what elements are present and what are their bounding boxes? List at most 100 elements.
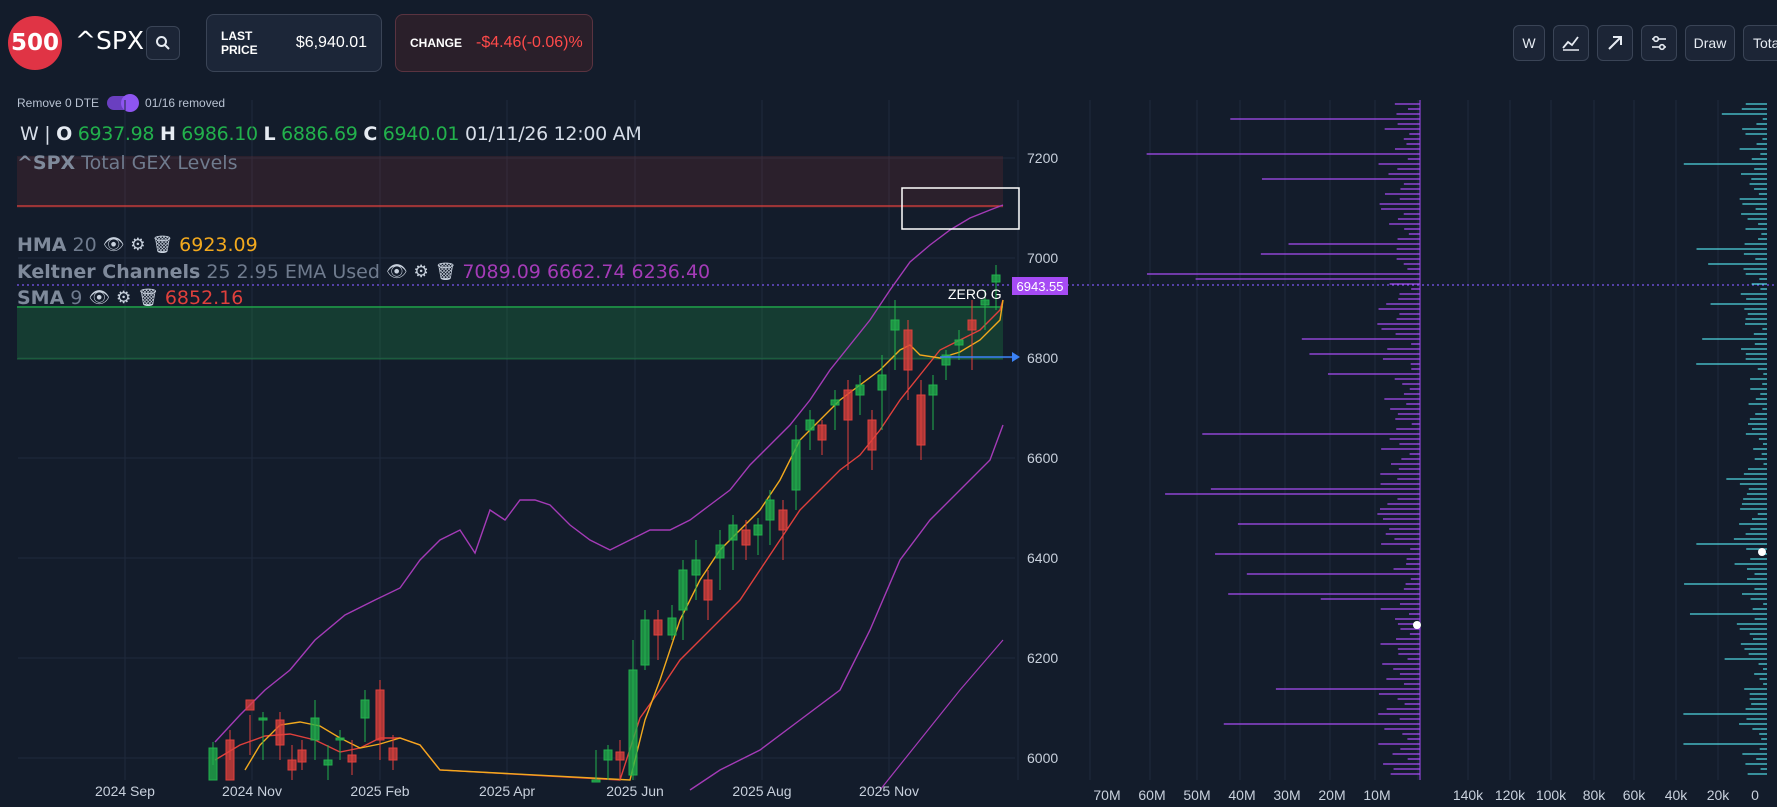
last-price-label: LAST PRICE [221, 29, 258, 57]
change-box: CHANGE -$4.46(-0.06)% [395, 14, 593, 72]
candle-body [388, 747, 398, 761]
search-button[interactable] [146, 26, 180, 60]
settings-button[interactable] [1641, 25, 1677, 61]
candle-body [741, 529, 751, 546]
overlay-title: ^SPX Total GEX Levels [17, 152, 237, 174]
zero-gamma-label: ZERO G [948, 286, 1002, 302]
candle-body [805, 419, 815, 431]
candle-body [980, 299, 990, 306]
trash-icon[interactable]: 🗑 [137, 288, 159, 308]
high-key: H [159, 123, 176, 145]
candle-body [817, 424, 827, 441]
eye-icon[interactable]: 👁 [88, 288, 110, 308]
time-tick: 2025 Aug [732, 783, 791, 799]
keltner-lower-line [689, 424, 1004, 791]
oi-tick: 20k [1707, 787, 1731, 803]
sma-value: 6852.16 [164, 287, 244, 309]
keltner-name: Keltner Channels [17, 261, 201, 283]
candle-body [691, 559, 701, 576]
gex-tick: 30M [1273, 787, 1300, 803]
eye-icon[interactable]: 👁 [102, 235, 125, 255]
keltner-indicator: Keltner Channels 25 2.95 EMA Used 👁 ⚙ 🗑 … [17, 261, 710, 283]
price-tick: 6400 [1027, 550, 1058, 566]
keltner-params: 25 2.95 EMA Used [206, 261, 380, 283]
candle-body [916, 394, 926, 446]
interval-label: W [20, 123, 39, 145]
dte-filter-status: 01/16 removed [145, 96, 226, 110]
candle-body [855, 384, 865, 396]
oi-tick: 60k [1623, 787, 1647, 803]
ticker-symbol: ^SPX [75, 26, 145, 55]
candle-body [310, 717, 320, 741]
sma-name: SMA [17, 287, 65, 309]
open-value: 6937.98 [77, 123, 155, 145]
candle-body [903, 329, 913, 371]
price-tick: 6800 [1027, 350, 1058, 366]
close-key: C [363, 123, 377, 145]
sma-params: 9 [70, 287, 83, 309]
candle-body [335, 737, 345, 741]
sliders-icon [1652, 35, 1666, 51]
candle-body [360, 699, 370, 719]
oi-tick: 40k [1665, 787, 1689, 803]
overlay-text: Total GEX Levels [81, 152, 238, 174]
gex-tick: 20M [1318, 787, 1345, 803]
gex-tick: 40M [1228, 787, 1255, 803]
price-tick: 6000 [1027, 750, 1058, 766]
candle-body [890, 319, 900, 331]
keltner-middle-line [214, 299, 1004, 781]
draw-button[interactable]: Draw [1685, 25, 1735, 61]
remove-0dte-toggle[interactable] [107, 94, 140, 112]
oi-tick: 120k [1495, 787, 1526, 803]
gear-icon[interactable]: ⚙ [115, 288, 132, 308]
candle-body [603, 749, 613, 761]
gex-tick: 50M [1183, 787, 1210, 803]
price-tick: 7000 [1027, 250, 1058, 266]
last-price-box: LAST PRICE $6,940.01 [206, 14, 382, 72]
gear-icon[interactable]: ⚙ [130, 235, 146, 255]
candle-body [753, 524, 763, 536]
selection-box[interactable] [901, 187, 1020, 230]
candle-body [778, 509, 788, 531]
keltner-lower-line-2 [879, 639, 1004, 791]
candle-body [375, 689, 385, 741]
trash-icon[interactable]: 🗑 [434, 262, 457, 282]
candlestick-series [208, 265, 1001, 783]
candle-body [928, 384, 938, 396]
candle-body [967, 319, 977, 331]
support-band [17, 306, 1003, 359]
close-value: 6940.01 [382, 123, 460, 145]
gex-tick: 70M [1093, 787, 1120, 803]
total-button[interactable]: Total [1743, 25, 1777, 61]
candle-body [728, 524, 738, 541]
time-tick: 2025 Apr [479, 783, 535, 799]
hma-value: 6923.09 [179, 234, 258, 256]
dte-filter-label: Remove 0 DTE [17, 96, 100, 110]
oi-dot [1758, 548, 1766, 556]
chart-type-button[interactable] [1553, 25, 1589, 61]
candle-body [867, 419, 877, 451]
eye-icon[interactable]: 👁 [385, 262, 408, 282]
keltner-value: 7089.09 6662.74 6236.40 [462, 261, 711, 283]
last-price-value: $6,940.01 [295, 34, 367, 51]
time-tick: 2024 Nov [222, 783, 282, 799]
price-tick: 6200 [1027, 650, 1058, 666]
ohlc-legend: W | O 6937.98 H 6986.10 L 6886.69 C 6940… [20, 123, 642, 145]
trend-line-button[interactable] [1597, 25, 1633, 61]
price-marker: 6943.55 [1017, 279, 1064, 294]
brand-logo[interactable]: 500 [8, 16, 62, 70]
candle-body [843, 389, 853, 421]
gear-icon[interactable]: ⚙ [413, 262, 429, 282]
high-value: 6986.10 [181, 123, 258, 145]
trash-icon[interactable]: 🗑 [151, 235, 174, 255]
candle-body [225, 739, 235, 781]
low-value: 6886.69 [281, 123, 358, 145]
arrow-icon [1608, 36, 1622, 50]
interval-button[interactable]: W [1513, 25, 1545, 61]
candle-body [287, 759, 297, 771]
overlay-ticker: ^SPX [17, 152, 76, 174]
gex-dot [1413, 621, 1421, 629]
candle-body [615, 751, 625, 761]
candle-body [941, 354, 951, 366]
